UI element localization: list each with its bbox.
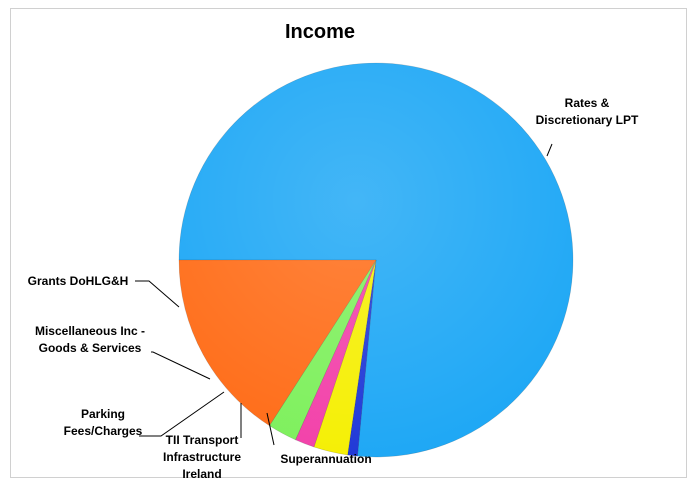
slice-label: Grants DoHLG&H	[28, 274, 129, 288]
slice-label: Parking Fees/Charges	[64, 407, 143, 438]
slice-label: Superannuation	[280, 452, 371, 466]
slice-label-line: Grants DoHLG&H	[28, 274, 129, 288]
slice-label: Rates & Discretionary LPT	[536, 96, 639, 127]
slice-label-line: Superannuation	[280, 452, 371, 466]
slice-label-line: Discretionary LPT	[536, 113, 639, 127]
slice-label: TII Transport Infrastructure Ireland	[163, 433, 241, 479]
chart-title: Income	[285, 21, 355, 43]
slice-label-line: Fees/Charges	[64, 424, 143, 438]
pie-chart: Income Rates & Discretionary LPT Superannu…	[28, 21, 639, 479]
leader-line	[546, 143, 553, 157]
slice-label-line: Miscellaneous Inc -	[35, 324, 145, 338]
chart-frame: Income Rates & Discretionary LPT Superannu…	[10, 8, 687, 479]
slice-label-line: Infrastructure	[163, 450, 241, 464]
leader-line	[151, 351, 211, 380]
slice-label-line: Rates &	[565, 96, 610, 110]
slice-label-line: Ireland	[182, 467, 221, 479]
slice-label-line: Parking	[81, 407, 125, 421]
slice-label-line: TII Transport	[166, 433, 239, 447]
leader-line	[266, 412, 275, 446]
slice-label-line: Goods & Services	[39, 341, 142, 355]
pie-sheen	[179, 63, 573, 457]
leader-line	[139, 391, 225, 437]
leader-line	[135, 280, 180, 308]
slice-label: Miscellaneous Inc - Goods & Services	[35, 324, 145, 355]
